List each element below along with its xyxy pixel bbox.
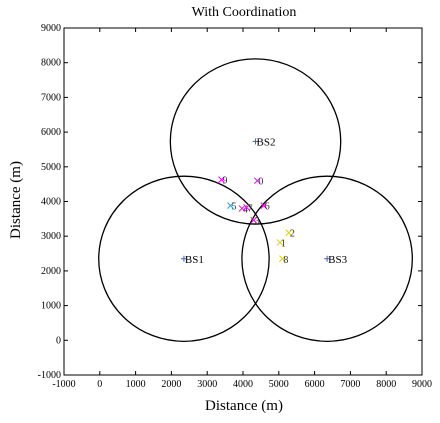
coverage-circles <box>98 58 413 342</box>
y-axis-ticks: -100001000200030004000500060007000800090… <box>38 23 422 381</box>
x-tick-label: 5000 <box>269 379 289 390</box>
y-tick-label: 5000 <box>41 162 61 173</box>
base-stations: BS1 BS2 BS3 <box>180 136 348 266</box>
y-tick-label: 7000 <box>41 92 61 103</box>
user-label: 8 <box>283 255 288 266</box>
user-marker <box>218 176 225 183</box>
user-marker <box>250 216 258 224</box>
coverage-circle-bs2 <box>169 58 342 225</box>
y-tick-label: 4000 <box>41 197 61 208</box>
user-points: 12 345 6 7 8 9 0 <box>218 176 295 266</box>
y-tick-label: 8000 <box>41 58 61 69</box>
user-label: 9 <box>223 176 228 187</box>
user-label: 3 <box>255 216 260 227</box>
x-tick-label: 3000 <box>197 379 217 390</box>
user-marker <box>260 202 268 210</box>
user-marker <box>285 229 293 237</box>
x-tick-label: -1000 <box>52 379 75 390</box>
user-marker <box>276 239 284 246</box>
coverage-circle-bs3 <box>241 175 413 342</box>
user-marker <box>243 204 250 211</box>
bs-label-bs3: BS3 <box>328 254 347 266</box>
x-axis-ticks: -1000 0 1000 2000 3000 4000 5000 6000 7000 8000 90… <box>52 28 432 390</box>
coverage-circle-bs1 <box>98 175 270 342</box>
user-label: 6 <box>265 202 270 213</box>
user-marker <box>253 177 261 185</box>
x-tick-label: 6000 <box>305 379 325 390</box>
x-tick-label: 0 <box>97 379 102 390</box>
user-marker <box>238 205 246 212</box>
y-tick-label: -1000 <box>38 370 61 381</box>
bs-label-bs2: BS2 <box>257 136 276 148</box>
y-tick-label: 3000 <box>41 231 61 242</box>
x-axis-title: Distance (m) <box>205 398 283 414</box>
user-label: 0 <box>258 177 263 188</box>
user-label: 4 <box>243 204 248 215</box>
y-tick-label: 1000 <box>41 301 61 312</box>
y-tick-label: 0 <box>56 335 61 346</box>
x-tick-label: 9000 <box>412 379 432 390</box>
y-axis-title: Distance (m) <box>8 161 24 239</box>
plot-area <box>63 27 423 376</box>
user-label: 7 <box>248 203 253 214</box>
y-tick-label: 2000 <box>41 266 61 277</box>
x-tick-label: 1000 <box>126 379 146 390</box>
chart-title: With Coordination <box>192 5 297 20</box>
user-label: 2 <box>290 229 295 240</box>
x-tick-label: 4000 <box>233 379 253 390</box>
x-tick-label: 2000 <box>161 379 181 390</box>
user-marker <box>279 255 286 263</box>
bs-label-bs1: BS1 <box>185 254 204 266</box>
user-label: 5 <box>231 202 236 213</box>
y-tick-label: 6000 <box>41 127 61 138</box>
user-marker <box>227 202 234 210</box>
user-label: 1 <box>281 238 286 249</box>
x-tick-label: 7000 <box>340 379 360 390</box>
x-tick-label: 8000 <box>376 379 396 390</box>
y-tick-label: 9000 <box>41 23 61 34</box>
